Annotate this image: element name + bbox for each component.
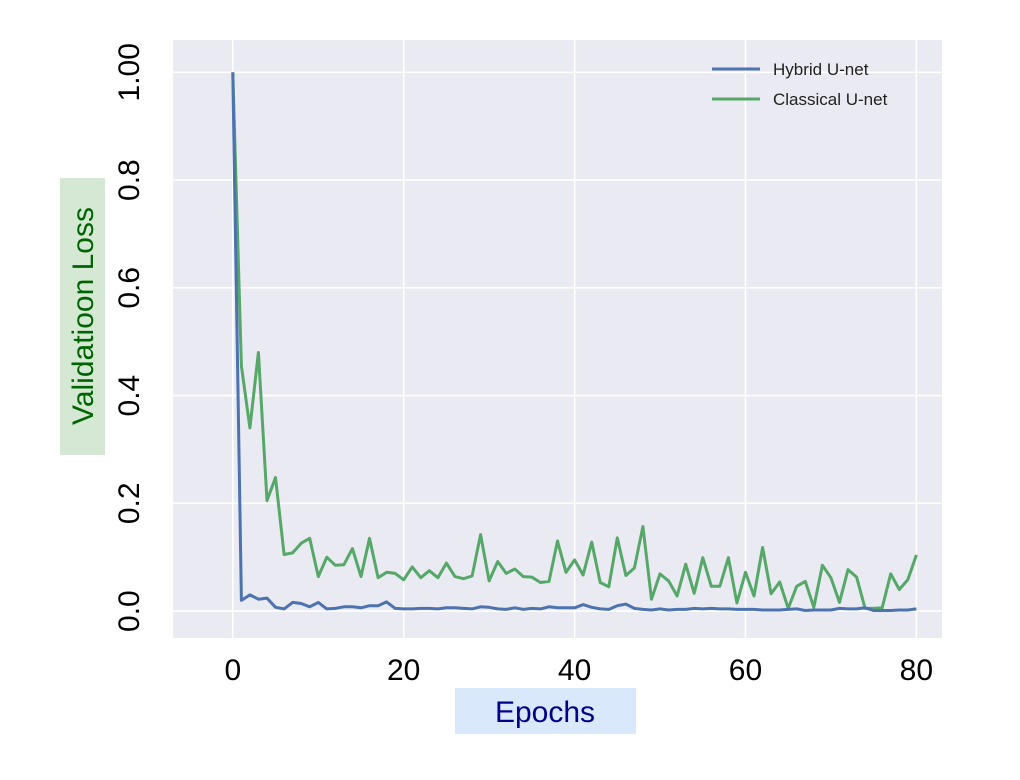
x-tick-label: 80 — [900, 654, 933, 687]
y-tick-label: 0.4 — [113, 375, 146, 417]
x-axis-title-group: Epochs — [455, 688, 636, 734]
x-tick-label: 20 — [387, 654, 420, 687]
x-tick-label: 40 — [558, 654, 591, 687]
y-tick-label: 0.0 — [113, 590, 146, 632]
y-tick-label: 1.00 — [113, 43, 146, 101]
plot-background — [173, 40, 942, 638]
legend-label-classical: Classical U-net — [773, 90, 888, 109]
x-axis-title: Epochs — [495, 696, 595, 729]
y-axis-title-background — [60, 178, 105, 455]
y-tick-labels: 0.0 0.2 0.4 0.6 0.8 1.00 — [113, 43, 146, 632]
series-line-hybrid-u-net — [231, 72, 917, 612]
y-tick-label: 0.2 — [113, 482, 146, 524]
legend-label-hybrid: Hybrid U-net — [773, 60, 869, 79]
legend: Hybrid U-net Classical U-net — [712, 60, 888, 109]
x-axis-title-background — [455, 688, 636, 734]
series-line-classical-u-net — [231, 72, 918, 610]
y-axis-title: Validatioon Loss — [67, 207, 100, 425]
y-axis-title-group: Validatioon Loss — [60, 178, 105, 455]
legend-item-classical: Classical U-net — [712, 90, 888, 109]
grid-lines — [173, 40, 942, 638]
x-tick-labels: 0 20 40 60 80 — [224, 654, 933, 687]
series-lines — [231, 72, 918, 612]
x-tick-label: 0 — [224, 654, 241, 687]
y-tick-label: 0.8 — [113, 159, 146, 201]
legend-item-hybrid: Hybrid U-net — [712, 60, 869, 79]
y-tick-label: 0.6 — [113, 267, 146, 309]
x-tick-label: 60 — [729, 654, 762, 687]
